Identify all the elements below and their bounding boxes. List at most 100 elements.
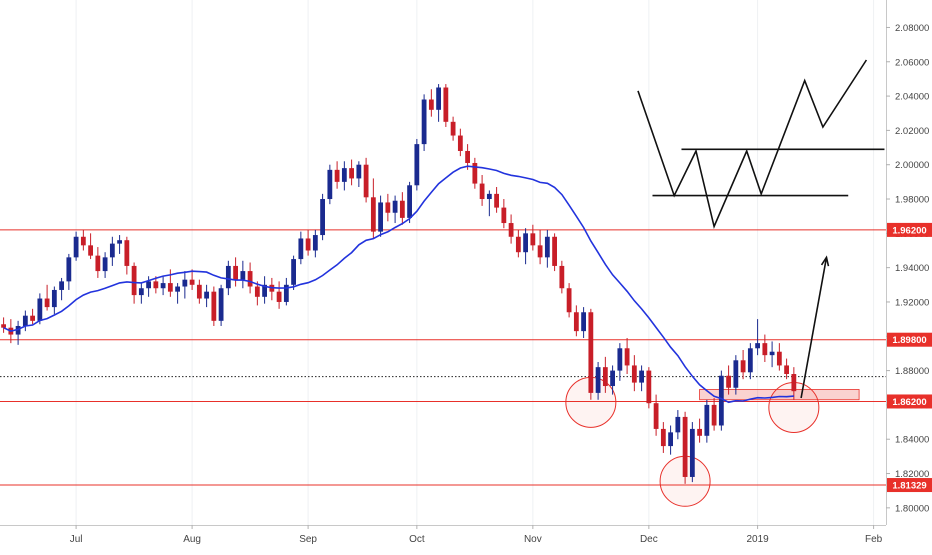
x-tick-label: Sep: [299, 534, 317, 545]
candle-up: [109, 243, 115, 258]
candle-down: [153, 281, 159, 289]
projection-arrow-shaft: [800, 257, 828, 399]
candle-down: [537, 245, 543, 258]
candle-up: [146, 281, 151, 289]
y-tick-label: 1.82000: [895, 469, 929, 480]
candle-down: [247, 271, 253, 287]
level-price-label: 1.81329: [892, 481, 926, 492]
y-tick-label: 2.08000: [895, 23, 929, 34]
candle-down: [305, 238, 311, 251]
candle-down: [682, 416, 688, 477]
candle-down: [573, 312, 579, 332]
candle-down: [95, 255, 101, 272]
projection-arrow-head: [820, 255, 830, 267]
candle-down: [363, 164, 369, 198]
support-zone-layer: [565, 376, 860, 507]
candle-up: [102, 257, 108, 272]
candle-down: [566, 288, 572, 313]
y-tick-label: 1.84000: [895, 435, 929, 446]
x-tick-label: 2019: [746, 534, 769, 545]
candle-down: [631, 365, 637, 383]
support-zone: [699, 389, 860, 401]
candle-down: [167, 283, 173, 292]
candle-down: [443, 87, 449, 122]
candle-down: [254, 286, 260, 297]
level-price-label: 1.96200: [892, 225, 926, 236]
candle-down: [124, 240, 130, 266]
candle-down: [479, 183, 485, 200]
candle-down: [1, 324, 7, 328]
candle-up: [59, 281, 64, 290]
candle-down: [776, 351, 782, 366]
y-tick-label: 1.80000: [895, 503, 929, 514]
candle-down: [501, 207, 507, 224]
y-tick-label: 1.88000: [895, 366, 929, 377]
candle-up: [298, 238, 304, 260]
candle-up: [73, 236, 79, 258]
moving-average-line: [3, 165, 794, 404]
candle-down: [428, 99, 434, 110]
candle-up: [204, 291, 209, 299]
candle-down: [465, 150, 470, 163]
candle-up: [66, 257, 72, 282]
candle-down: [450, 121, 456, 136]
grid: [75, 0, 875, 525]
candle-down: [552, 236, 557, 266]
candle-down: [660, 428, 666, 447]
candle-down: [784, 365, 789, 375]
candle-up: [218, 288, 224, 321]
candle-down: [189, 279, 195, 285]
candle-up: [291, 259, 296, 285]
candle-up: [668, 432, 673, 447]
candle-up: [320, 199, 325, 236]
candle-down: [88, 245, 93, 256]
candle-down: [697, 428, 702, 436]
candle-up: [704, 404, 710, 436]
candle-up: [117, 240, 122, 244]
candle-up: [22, 315, 28, 326]
candle-up: [544, 236, 550, 258]
candle-up: [51, 289, 57, 308]
candle-up: [37, 298, 43, 321]
candle-up: [769, 351, 775, 356]
candle-down: [559, 265, 565, 289]
candle-up: [327, 169, 333, 200]
level-price-badge: [887, 394, 932, 409]
candle-up: [595, 367, 601, 393]
candle-down: [530, 233, 536, 246]
level-price-label: 1.86200: [892, 397, 926, 408]
x-tick-label: Jul: [70, 534, 83, 545]
candle-up: [523, 233, 528, 253]
candle-up: [639, 370, 644, 383]
candle-up: [15, 325, 21, 335]
y-tick-label: 2.06000: [895, 57, 929, 68]
candle-down: [196, 284, 202, 299]
y-tick-label: 2.02000: [895, 126, 929, 137]
candle-down: [399, 200, 405, 218]
candle-up: [392, 200, 398, 213]
candle-down: [334, 169, 340, 182]
moving-average-layer: [3, 165, 794, 404]
candle-down: [233, 265, 238, 280]
x-tick-label: Dec: [640, 534, 658, 545]
candle-up: [283, 284, 289, 302]
level-price-badge: [887, 478, 932, 493]
candle-down: [370, 197, 376, 232]
candle-up: [356, 164, 362, 179]
candle-up: [407, 185, 412, 218]
candle-down: [211, 291, 217, 321]
candle-down: [646, 370, 652, 404]
candle-up: [421, 99, 427, 145]
candle-up: [747, 348, 753, 373]
candle-down: [762, 343, 768, 356]
pattern-zigzag: [637, 59, 868, 230]
y-tick-label: 2.00000: [895, 160, 929, 171]
candle-down: [726, 375, 731, 388]
candle-up: [610, 370, 615, 387]
candle-up: [581, 312, 586, 332]
candle-up: [262, 284, 267, 297]
candle-down: [508, 223, 514, 237]
